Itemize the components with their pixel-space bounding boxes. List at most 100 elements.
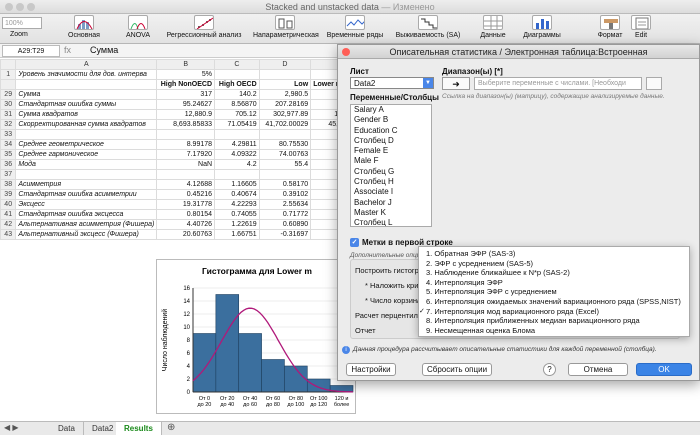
cell-a[interactable]: Стандартная ошибка асимметрии	[15, 189, 158, 200]
help-button[interactable]: ?	[543, 363, 556, 376]
cell-b[interactable]: 5%	[156, 69, 216, 80]
cell-c[interactable]: High OECD	[214, 79, 260, 90]
cell-a[interactable]: Уровень значимости для дов. интерва	[15, 69, 158, 80]
cell-c[interactable]: 1.66751	[214, 229, 260, 240]
toolbar-charts-button[interactable]: Диаграммы	[520, 15, 564, 39]
cell-c[interactable]: 4.22293	[214, 199, 260, 210]
minimize-window-icon[interactable]	[16, 3, 24, 11]
curve-option[interactable]: * Наложить криву	[365, 281, 426, 290]
variables-list[interactable]: Salary A Gender B Education C Столбец D Fema…	[350, 104, 432, 227]
toolbar-time-series-button[interactable]: Временные ряды	[325, 15, 385, 39]
column-header-d[interactable]: D	[258, 59, 312, 70]
toolbar-basic-button[interactable]: Основная	[62, 15, 106, 39]
cell-b[interactable]: 19.31778	[156, 199, 216, 210]
close-window-icon[interactable]	[5, 3, 13, 11]
variable-list-item[interactable]: Столбец H	[354, 177, 394, 187]
variable-list-item[interactable]: Male F	[354, 156, 379, 166]
cell-a[interactable]	[15, 129, 158, 140]
menu-item[interactable]: 3. Наблюдение ближайшее к N*p (SAS-2)	[419, 268, 689, 278]
menu-item[interactable]: 8. Интерполяция приближенных медиан вари…	[419, 316, 689, 326]
cell-d[interactable]: 41,702.00029	[258, 119, 312, 130]
toolbar-survival-button[interactable]: Выживаемость (SA)	[395, 15, 461, 39]
cell-b[interactable]: 4.40726	[156, 219, 216, 230]
row-header[interactable]: 34	[0, 139, 17, 150]
zoom-window-icon[interactable]	[27, 3, 35, 11]
toolbar-nonparametric-button[interactable]: Напараметрическая	[253, 15, 319, 39]
cell-d[interactable]: 2.55634	[258, 199, 312, 210]
cell-c[interactable]	[214, 129, 260, 140]
cell-b[interactable]: 7.17920	[156, 149, 216, 160]
range-picker-icon[interactable]	[646, 77, 662, 90]
cell-b[interactable]: NaN	[156, 159, 216, 170]
row-header[interactable]: 39	[0, 189, 17, 200]
cell-b[interactable]: High NonOECD	[156, 79, 216, 90]
cell-d[interactable]	[258, 169, 312, 180]
cell-a[interactable]: Среднее геометрическое	[15, 139, 158, 150]
column-header-b[interactable]: B	[156, 59, 216, 70]
cell-c[interactable]: 8.56870	[214, 99, 260, 110]
variable-list-item[interactable]: Столбец L	[354, 218, 393, 227]
cell-d[interactable]: 55.4	[258, 159, 312, 170]
report-option[interactable]: Отчет	[355, 326, 376, 335]
add-sheet-icon[interactable]: ⊕	[167, 422, 176, 433]
cell-a[interactable]: Альтернативная асимметрия (Фишера)	[15, 219, 158, 230]
toolbar-regression-button[interactable]: Регрессионный анализ	[165, 15, 243, 39]
cell-a[interactable]: Среднее гармоническое	[15, 149, 158, 160]
cancel-button[interactable]: Отмена	[568, 363, 628, 376]
menu-item[interactable]: 5. Интерполяция ЭФР с усреднением	[419, 287, 689, 297]
variable-list-item[interactable]: Столбец G	[354, 166, 395, 176]
cell-b[interactable]	[156, 169, 216, 180]
toolbar-data-button[interactable]: Данные	[478, 15, 508, 39]
row-header[interactable]: 42	[0, 219, 17, 230]
variable-list-item[interactable]: Associate I	[354, 187, 394, 197]
row-header[interactable]: 35	[0, 149, 17, 160]
histogram-chart[interactable]: Гистограмма для Lower m Число наблюдений 0…	[156, 259, 356, 414]
row-header[interactable]: 29	[0, 89, 17, 100]
row-header[interactable]: 38	[0, 179, 17, 190]
menu-item[interactable]: 2. ЭФР с усреднением (SAS-5)	[419, 259, 689, 269]
cell-d[interactable]: 207.28169	[258, 99, 312, 110]
row-header[interactable]: 30	[0, 99, 17, 110]
dialog-close-icon[interactable]	[342, 48, 350, 56]
row-header[interactable]: 32	[0, 119, 17, 130]
cell-b[interactable]: 12,880.9	[156, 109, 216, 120]
cell-d[interactable]	[258, 69, 312, 80]
labels-first-row-checkbox[interactable]: ✓ Метки в первой строке	[350, 238, 453, 248]
clear-options-button[interactable]: Сбросить опции	[422, 363, 492, 376]
cell-b[interactable]	[156, 129, 216, 140]
cell-b[interactable]: 20.60763	[156, 229, 216, 240]
menu-item[interactable]: 6. Интерполяция ожидаемых значений вариа…	[419, 297, 689, 307]
cell-b[interactable]: 95.24627	[156, 99, 216, 110]
cell-c[interactable]: 1.16605	[214, 179, 260, 190]
cell-reference-box[interactable]: A29:T29	[2, 45, 60, 57]
menu-item[interactable]: 4. Интерполяция ЭФР	[419, 278, 689, 288]
cell-d[interactable]: 0.71772	[258, 209, 312, 220]
row-header[interactable]: 36	[0, 159, 17, 170]
cell-a[interactable]: Эксцесс	[15, 199, 158, 210]
variable-list-item[interactable]: Столбец D	[354, 135, 394, 145]
toolbar-edit-button[interactable]: Edit	[630, 15, 652, 39]
toolbar-anova-button[interactable]: ANOVA	[122, 15, 154, 39]
cell-a[interactable]: Стандартная ошибка суммы	[15, 99, 158, 110]
cell-a[interactable]	[15, 79, 158, 90]
zoom-select[interactable]: 100%	[2, 17, 42, 29]
cell-d[interactable]: 0.58170	[258, 179, 312, 190]
variable-list-item[interactable]: Master K	[354, 207, 387, 217]
ok-button[interactable]: OK	[636, 363, 692, 376]
variable-list-item[interactable]: Salary A	[354, 105, 384, 114]
cell-c[interactable]: 0.74055	[214, 209, 260, 220]
corner-cell[interactable]	[0, 59, 17, 70]
row-header[interactable]: 41	[0, 209, 17, 220]
cell-c[interactable]: 4.2	[214, 159, 260, 170]
menu-item[interactable]: 9. Несмещенная оценка Блома	[419, 326, 689, 336]
variable-list-item[interactable]: Gender B	[354, 115, 389, 125]
cell-c[interactable]: 4.29811	[214, 139, 260, 150]
cell-d[interactable]: 302,977.89	[258, 109, 312, 120]
cell-c[interactable]	[214, 69, 260, 80]
cell-a[interactable]: Альтернативный эксцесс (Фишера)	[15, 229, 158, 240]
row-header[interactable]: 37	[0, 169, 17, 180]
cell-c[interactable]: 705.12	[214, 109, 260, 120]
cell-a[interactable]: Асимметрия	[15, 179, 158, 190]
cell-b[interactable]: 317	[156, 89, 216, 100]
cell-c[interactable]: 1.22619	[214, 219, 260, 230]
